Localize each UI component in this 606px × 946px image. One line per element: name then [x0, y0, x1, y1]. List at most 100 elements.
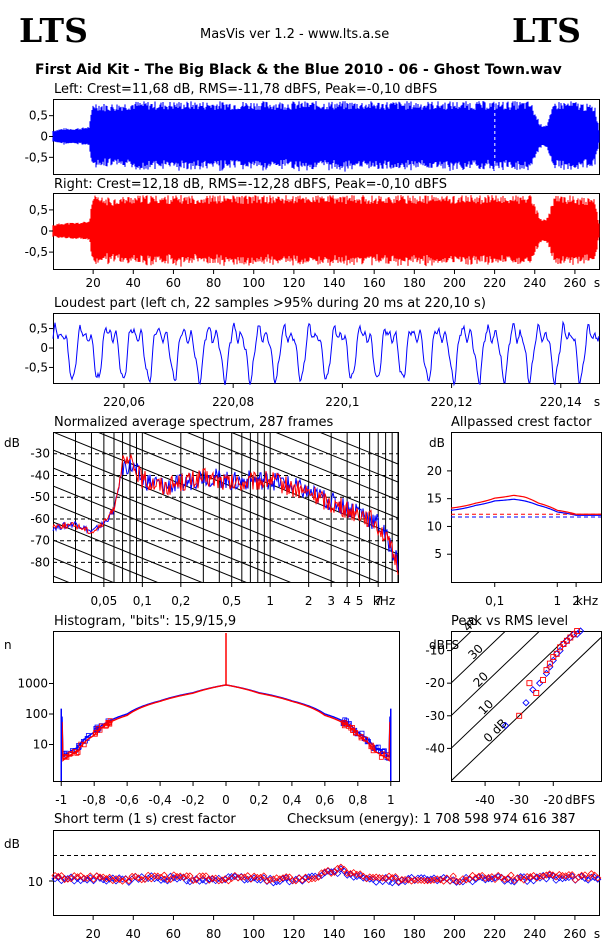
peak-rms-diagonal	[451, 631, 507, 684]
spectrum-slope-line	[53, 432, 398, 573]
peak-rms-ytick-label: -40	[425, 741, 445, 755]
right-wave-ytick-label: 0	[40, 224, 48, 238]
histogram-point-right	[74, 750, 80, 756]
short-crest-point-right	[285, 873, 294, 881]
histogram-point-right	[342, 720, 348, 726]
short-crest-point-right	[395, 877, 403, 886]
loudest-frame	[53, 313, 600, 384]
right-wave-xtick-label: 100	[242, 276, 265, 290]
peak-rms-ytick-label: -20	[425, 676, 445, 690]
spectrum-slope-line	[53, 503, 247, 582]
histogram-xtick-label: 0,8	[348, 793, 367, 807]
short-crest-point-right	[587, 870, 595, 878]
histogram-ytick-label: 10	[33, 738, 48, 752]
short-crest-point-right	[77, 872, 85, 880]
histogram-point-right	[97, 727, 103, 733]
short-crest-point-right	[157, 873, 165, 881]
short-crest-point-right	[73, 873, 82, 881]
short-crest-point-right	[234, 874, 242, 882]
peak-rms-point-right	[563, 637, 570, 644]
short-crest-point-left	[459, 878, 467, 886]
short-crest-point-right	[173, 872, 181, 881]
short-crest-xtick-label: 20	[86, 927, 101, 941]
allpass-series-right	[450, 494, 601, 515]
spectrum-slope-line	[229, 432, 398, 501]
spectrum-xtick-label: 3	[327, 594, 335, 608]
short-crest-point-right	[115, 875, 123, 883]
histogram-point-right	[369, 742, 374, 748]
short-crest-point-right	[391, 873, 400, 881]
short-crest-point-right	[202, 872, 210, 880]
short-crest-point-right	[568, 871, 576, 879]
short-crest-xtick-label: 60	[166, 927, 181, 941]
short-crest-point-right	[151, 872, 159, 880]
peak-rms-xtick-label: -20	[543, 793, 563, 807]
short-crest-xtick-label: 240	[523, 927, 546, 941]
short-crest-point-right	[520, 876, 528, 884]
short-crest-point-right	[330, 868, 338, 876]
short-crest-point-right	[491, 875, 499, 884]
short-crest-xtick-label: 120	[282, 927, 305, 941]
allpass-ytick-label: 10	[427, 519, 442, 533]
peak-rms-point-left	[522, 699, 530, 707]
loudest-trace	[52, 320, 600, 387]
histogram-point-right	[358, 735, 364, 741]
short-crest-point-right	[449, 872, 457, 880]
histogram-ytick-label: 100	[25, 707, 48, 721]
histogram-ytick-label: 1000	[17, 677, 48, 691]
histogram-point-left	[359, 730, 365, 736]
short-crest-point-right	[244, 872, 252, 880]
histogram-point-right	[382, 752, 388, 758]
short-crest-point-right	[542, 871, 550, 879]
short-crest-point-right	[122, 875, 130, 883]
histogram-point-left	[380, 748, 386, 754]
spectrum-slope-line	[53, 467, 336, 582]
short-crest-point-right	[362, 875, 371, 883]
spectrum-slope-line	[53, 521, 203, 582]
short-crest-point-right	[485, 873, 493, 882]
short-crest-point-right	[237, 873, 245, 881]
histogram-xtick-label: 0,6	[315, 793, 334, 807]
loudest-xunit: s	[594, 395, 600, 409]
histogram-point-right	[62, 754, 68, 759]
short-crest-point-right	[301, 873, 310, 881]
short-crest-point-right	[131, 872, 139, 880]
short-crest-point-left	[228, 873, 236, 881]
short-crest-point-left	[163, 877, 171, 885]
histogram-point-left	[342, 717, 348, 723]
spectrum-xtick-label: 2	[305, 594, 313, 608]
peak-rms-point-right	[557, 644, 564, 651]
short-crest-point-right	[289, 877, 297, 885]
short-crest-point-right	[99, 873, 107, 881]
short-crest-point-right	[526, 873, 534, 881]
short-crest-point-right	[221, 875, 229, 883]
histogram-xtick-label: -0,8	[82, 793, 105, 807]
short-crest-point-right	[581, 871, 589, 879]
allpass-xtick-label: 2	[572, 594, 580, 608]
spectrum-slope-line	[53, 539, 158, 582]
short-crest-point-right	[208, 874, 216, 882]
histogram-point-left	[94, 724, 100, 730]
left-wave-ytick-label: -0,5	[25, 150, 48, 164]
spectrum-slope-line	[53, 557, 114, 582]
peak-rms-diag-label: 0 dB	[481, 716, 510, 745]
histogram-xtick-label: -0,6	[115, 793, 138, 807]
peak-rms-point-left	[576, 627, 585, 635]
peak-rms-yunit: dBFS	[429, 638, 459, 652]
allpass-series-left	[450, 498, 601, 516]
short-crest-point-left	[195, 877, 204, 885]
short-crest-point-left	[89, 877, 98, 885]
spectrum-ytick-label: -80	[30, 555, 50, 569]
short-crest-point-left	[67, 873, 75, 881]
short-crest-point-right	[260, 872, 268, 880]
spectrum-slope-line	[140, 432, 398, 537]
peak-rms-point-right	[526, 680, 533, 687]
histogram-point-right	[363, 736, 369, 742]
histogram-yunit: n	[4, 638, 12, 652]
histogram-point-right	[341, 720, 347, 725]
right-wave-xtick-label: 260	[563, 276, 586, 290]
short-crest-point-right	[308, 875, 316, 883]
short-crest-point-left	[449, 876, 457, 884]
right-wave-xtick-label: 200	[443, 276, 466, 290]
